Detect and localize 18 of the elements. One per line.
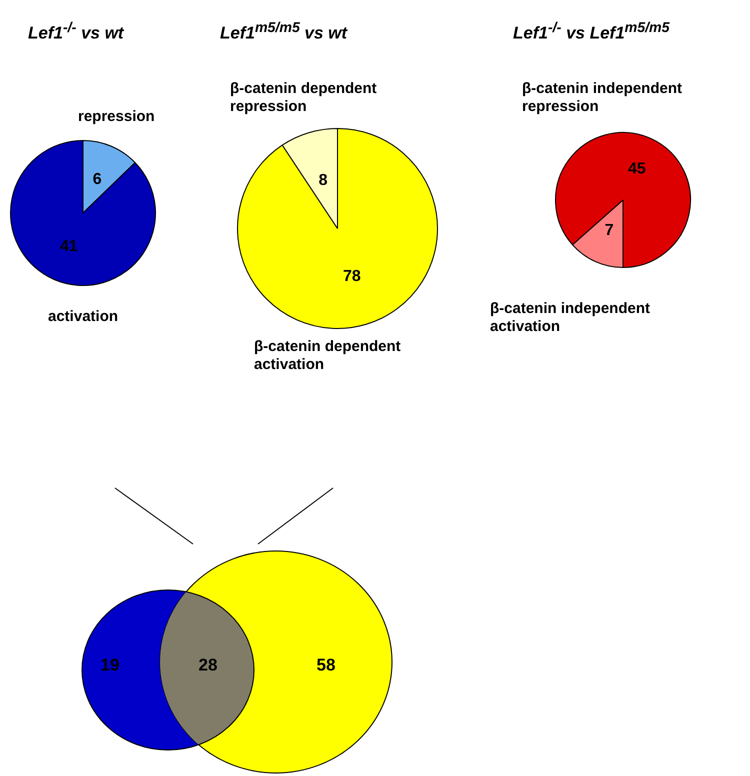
data-label: 78 (343, 268, 361, 285)
data-label: 41 (60, 238, 78, 255)
data-label: 45 (628, 160, 646, 178)
slice-label: β-catenin independent activation (490, 300, 651, 336)
data-label: 6 (92, 171, 102, 188)
slice-label: repression (78, 108, 156, 126)
data-label: 8 (318, 172, 328, 190)
chart-title: Lef1$^{-/-}$ vs Lef1$^{m5/m5}$ (513, 20, 670, 44)
slice-label: activation (48, 308, 120, 326)
data-label: 58 (316, 656, 336, 675)
data-label: 7 (604, 222, 614, 240)
data-label: 28 (198, 656, 218, 675)
data-label: 19 (100, 656, 120, 675)
slice-label: β-catenin dependent activation (254, 338, 402, 374)
chart-title: Lef1$^{-/-}$ vs wt (28, 20, 124, 44)
chart-title: Lef1$^{m5/m5}$ vs wt (220, 20, 348, 44)
slice-label: β-catenin independent repression (522, 80, 683, 116)
slice-label: β-catenin dependent repression (230, 80, 378, 116)
